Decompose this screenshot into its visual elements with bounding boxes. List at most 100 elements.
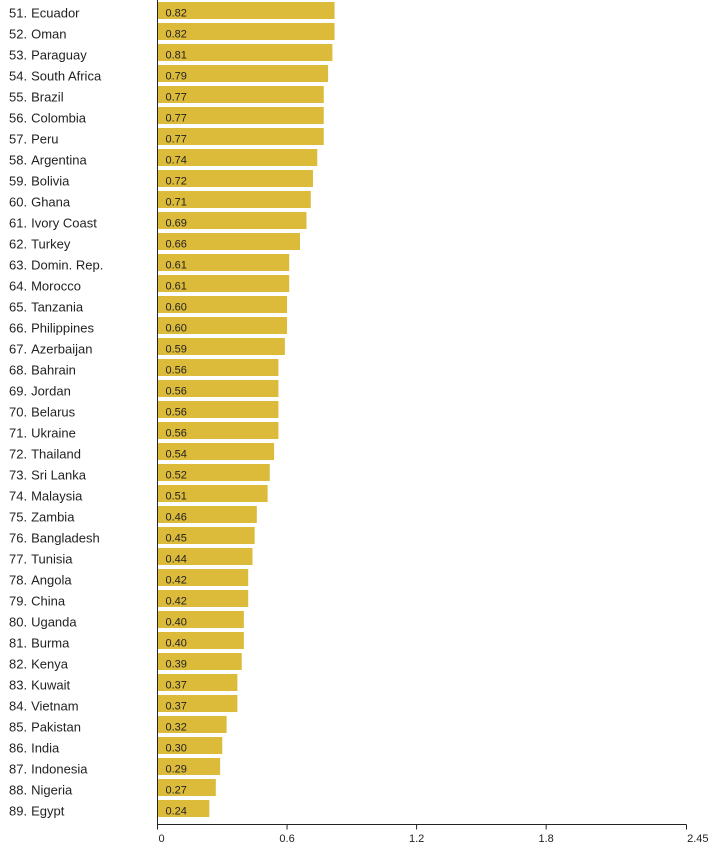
- row-label: 83. Kuwait: [9, 678, 70, 693]
- row-label: 87. Indonesia: [9, 762, 88, 777]
- row-country: Morocco: [31, 279, 81, 294]
- row-rank: 85.: [9, 720, 27, 735]
- bar: [157, 86, 324, 103]
- row-rank: 58.: [9, 153, 27, 168]
- row-label: 67. Azerbaijan: [9, 342, 93, 357]
- bar: [157, 779, 216, 796]
- row-label: 69. Jordan: [9, 384, 71, 399]
- value-label: 0.69: [166, 218, 187, 230]
- value-label: 0.77: [166, 113, 187, 125]
- row-country: Ivory Coast: [31, 216, 97, 231]
- bar: [157, 485, 268, 502]
- bar: [157, 191, 311, 208]
- bar: [157, 359, 279, 376]
- bar: [157, 611, 244, 628]
- bar: [157, 380, 279, 397]
- row-country: Zambia: [31, 510, 75, 525]
- row-country: Thailand: [31, 447, 81, 462]
- x-tick-label: 0.6: [279, 833, 294, 845]
- value-label: 0.56: [166, 407, 187, 419]
- row-country: Nigeria: [31, 783, 73, 798]
- value-label: 0.60: [166, 302, 187, 314]
- value-label: 0.56: [166, 365, 187, 377]
- row-label: 74. Malaysia: [9, 489, 83, 504]
- row-rank: 64.: [9, 279, 27, 294]
- value-label: 0.37: [166, 701, 187, 713]
- row-label: 75. Zambia: [9, 510, 75, 525]
- row-rank: 84.: [9, 699, 27, 714]
- row-country: Uganda: [31, 615, 77, 630]
- value-label: 0.66: [166, 239, 187, 251]
- bar: [157, 737, 223, 754]
- value-label: 0.77: [166, 92, 187, 104]
- bar: [157, 233, 301, 250]
- row-rank: 88.: [9, 783, 27, 798]
- row-country: Kenya: [31, 657, 69, 672]
- row-label: 82. Kenya: [9, 657, 69, 672]
- row-country: Burma: [31, 636, 70, 651]
- value-label: 0.71: [166, 197, 187, 209]
- value-label: 0.77: [166, 134, 187, 146]
- row-rank: 87.: [9, 762, 27, 777]
- row-rank: 82.: [9, 657, 27, 672]
- row-country: Azerbaijan: [31, 342, 92, 357]
- bar: [157, 170, 313, 187]
- x-tick-label: 2.45: [687, 833, 708, 845]
- x-tick-label: 1.2: [409, 833, 424, 845]
- row-rank: 73.: [9, 468, 27, 483]
- row-rank: 66.: [9, 321, 27, 336]
- row-country: India: [31, 741, 60, 756]
- row-rank: 59.: [9, 174, 27, 189]
- row-label: 79. China: [9, 594, 66, 609]
- bar: [157, 590, 249, 607]
- row-rank: 51.: [9, 6, 27, 21]
- row-country: Vietnam: [31, 699, 78, 714]
- row-label: 58. Argentina: [9, 153, 87, 168]
- value-labels-group: 0.82 0.82 0.81 0.79 0.77 0.77 0.77 0.74 0.72 0.71…: [166, 8, 187, 818]
- row-rank: 70.: [9, 405, 27, 420]
- row-label: 64. Morocco: [9, 279, 81, 294]
- bar: [157, 464, 270, 481]
- bar: [157, 23, 335, 40]
- bar: [157, 569, 249, 586]
- row-label: 53. Paraguay: [9, 48, 87, 63]
- row-country: Turkey: [31, 237, 71, 252]
- bar: [157, 107, 324, 124]
- row-label: 55. Brazil: [9, 90, 64, 105]
- row-rank: 89.: [9, 804, 27, 819]
- bar: [157, 716, 227, 733]
- row-label: 65. Tanzania: [9, 300, 84, 315]
- row-rank: 79.: [9, 594, 27, 609]
- row-rank: 81.: [9, 636, 27, 651]
- bar: [157, 548, 253, 565]
- row-country: Ghana: [31, 195, 71, 210]
- value-label: 0.42: [166, 575, 187, 587]
- row-country: Belarus: [31, 405, 76, 420]
- row-label: 71. Ukraine: [9, 426, 76, 441]
- row-country: Bangladesh: [31, 531, 100, 546]
- value-label: 0.27: [166, 785, 187, 797]
- row-country: Malaysia: [31, 489, 83, 504]
- value-label: 0.40: [166, 617, 187, 629]
- row-rank: 75.: [9, 510, 27, 525]
- row-country: Indonesia: [31, 762, 88, 777]
- row-label: 86. India: [9, 741, 60, 756]
- value-label: 0.42: [166, 596, 187, 608]
- bar: [157, 443, 275, 460]
- value-label: 0.39: [166, 659, 187, 671]
- value-label: 0.74: [166, 155, 187, 167]
- row-label: 54. South Africa: [9, 69, 102, 84]
- value-label: 0.56: [166, 386, 187, 398]
- value-label: 0.51: [166, 491, 187, 503]
- row-country: Brazil: [31, 90, 64, 105]
- value-label: 0.54: [166, 449, 187, 461]
- row-rank: 63.: [9, 258, 27, 273]
- value-label: 0.79: [166, 71, 187, 83]
- bar: [157, 527, 255, 544]
- row-label: 88. Nigeria: [9, 783, 73, 798]
- row-country: Oman: [31, 27, 66, 42]
- row-label: 56. Colombia: [9, 111, 87, 126]
- row-label: 85. Pakistan: [9, 720, 81, 735]
- row-country: Tunisia: [31, 552, 73, 567]
- row-label: 77. Tunisia: [9, 552, 73, 567]
